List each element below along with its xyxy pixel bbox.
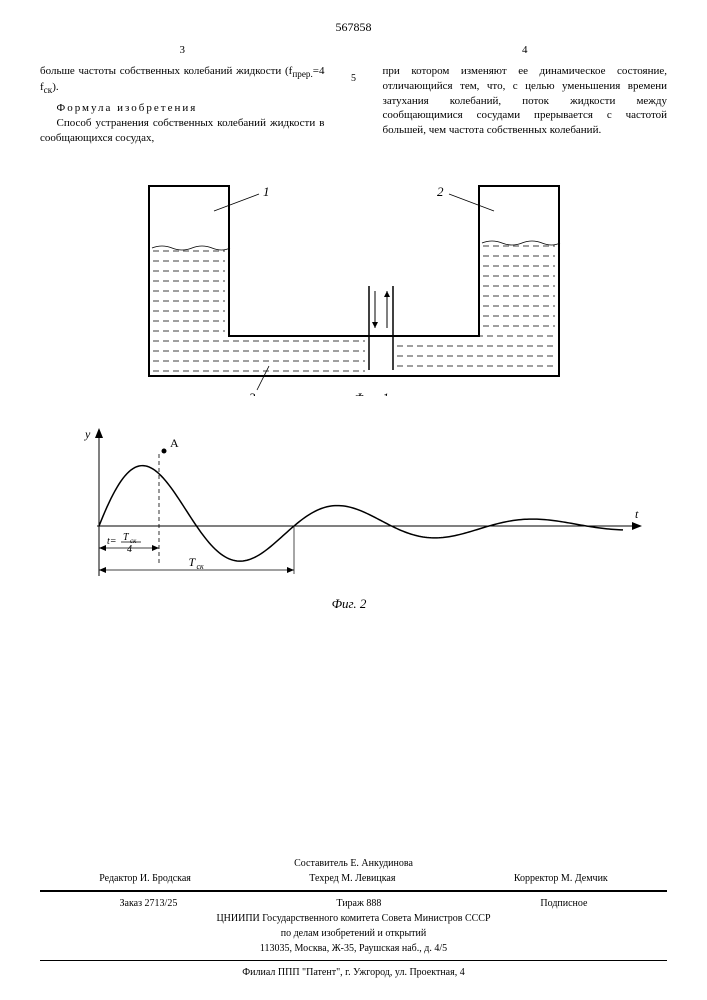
text-columns: 3 больше частоты собственных колебаний ж… <box>40 43 667 146</box>
p1-sub2: ск <box>44 86 53 96</box>
footer-compiler: Составитель Е. Анкудинова <box>40 856 667 871</box>
p1-sub1: прер. <box>292 69 312 79</box>
p1-end: ). <box>52 81 58 93</box>
left-column: 3 больше частоты собственных колебаний ж… <box>40 43 325 146</box>
right-p1: при котором изменяют ее динамическое сос… <box>383 64 668 138</box>
footer-addr1: 113035, Москва, Ж-35, Раушская наб., д. … <box>40 941 667 956</box>
svg-text:y: y <box>84 427 91 441</box>
svg-text:t=: t= <box>107 536 117 547</box>
right-col-number: 4 <box>383 43 668 58</box>
footer-podpisnoe: Подписное <box>540 896 587 911</box>
footer-corrector: Корректор М. Демчик <box>514 871 608 886</box>
svg-text:Фиг. 1: Фиг. 1 <box>354 390 389 396</box>
footer: Составитель Е. Анкудинова Редактор И. Бр… <box>40 856 667 980</box>
figure-1-svg: 1 2 3 Фиг. 1 <box>89 166 619 396</box>
formula-heading: Формула изобретения <box>40 101 325 116</box>
left-col-number: 3 <box>40 43 325 58</box>
footer-org2: по делам изобретений и открытий <box>40 926 667 941</box>
formula-head-text: Формула изобретения <box>57 102 198 114</box>
figure-1: 1 2 3 Фиг. 1 <box>40 166 667 396</box>
right-column: 4 при котором изменяют ее динамическое с… <box>383 43 668 146</box>
p1-text: больше частоты собственных колебаний жид… <box>40 65 292 77</box>
footer-editor: Редактор И. Бродская <box>99 871 191 886</box>
doc-number: 567858 <box>40 20 667 35</box>
svg-text:1: 1 <box>263 184 270 199</box>
svg-text:4: 4 <box>127 544 132 555</box>
left-p2: Способ устранения собственных колебаний … <box>40 116 325 146</box>
footer-org1: ЦНИИПИ Государственного комитета Совета … <box>40 911 667 926</box>
figure-2: ytAt=Tск4TскФиг. 2 <box>40 416 667 616</box>
footer-order-row: Заказ 2713/25 Тираж 888 Подписное <box>40 896 667 911</box>
footer-tirazh: Тираж 888 <box>336 896 381 911</box>
svg-text:T: T <box>123 532 130 543</box>
line-number-marker: 5 <box>349 43 359 146</box>
svg-text:2: 2 <box>437 184 444 199</box>
footer-order: Заказ 2713/25 <box>120 896 178 911</box>
svg-text:T: T <box>188 555 196 569</box>
footer-addr2: Филиал ППП "Патент", г. Ужгород, ул. Про… <box>40 965 667 980</box>
svg-text:t: t <box>635 507 639 521</box>
figure-2-svg: ytAt=Tск4TскФиг. 2 <box>49 416 659 616</box>
svg-text:3: 3 <box>248 390 256 396</box>
svg-text:ск: ск <box>196 562 204 571</box>
footer-tech: Техред М. Левицкая <box>309 871 395 886</box>
footer-divider-2 <box>40 960 667 961</box>
footer-credits-row: Редактор И. Бродская Техред М. Левицкая … <box>40 871 667 886</box>
left-p1: больше частоты собственных колебаний жид… <box>40 64 325 97</box>
svg-text:Фиг. 2: Фиг. 2 <box>331 596 366 611</box>
svg-text:A: A <box>170 436 179 450</box>
footer-divider-1 <box>40 890 667 892</box>
